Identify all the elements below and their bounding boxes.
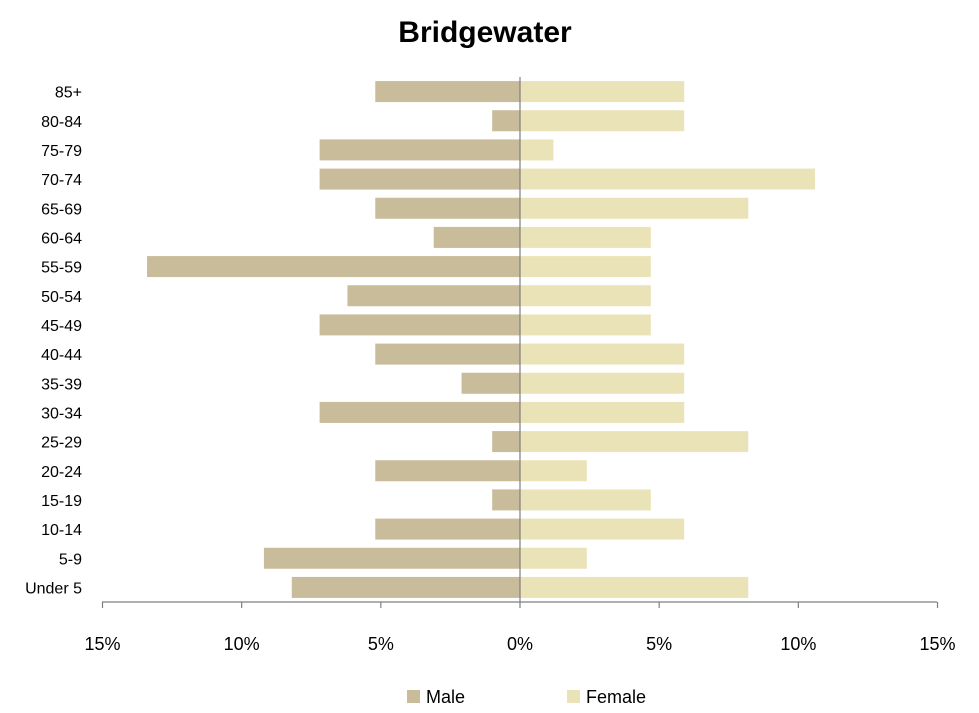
bar-female-5-9	[520, 547, 587, 569]
bar-female-20-24	[520, 460, 587, 482]
x-tick-label: 0%	[507, 634, 533, 654]
bar-male-5-9	[263, 547, 520, 569]
legend: Male Female	[407, 687, 646, 707]
category-label: 60-64	[41, 230, 82, 247]
bar-female-65-69	[520, 197, 749, 219]
bar-male-55-59	[147, 256, 521, 278]
category-label: 55-59	[41, 260, 82, 277]
bar-female-10-14	[520, 518, 685, 540]
legend-label-male: Male	[426, 687, 465, 707]
chart-title: Bridgewater	[398, 16, 572, 49]
category-label: Under 5	[25, 580, 82, 597]
bar-male-65-69	[375, 197, 520, 219]
bar-male-40-44	[375, 343, 520, 365]
bar-male-10-14	[375, 518, 520, 540]
legend-swatch-male	[407, 690, 420, 703]
category-label: 65-69	[41, 201, 82, 218]
category-label: 30-34	[41, 405, 82, 422]
category-label: 5-9	[59, 551, 82, 568]
bar-female-15-19	[520, 489, 651, 511]
category-label: 85+	[55, 85, 82, 102]
x-axis: 15% 10% 5% 0% 5% 10% 15%	[84, 77, 956, 654]
bar-male-Under-5	[291, 576, 520, 598]
category-label: 35-39	[41, 376, 82, 393]
bar-female-30-34	[520, 401, 685, 423]
category-label: 25-29	[41, 435, 82, 452]
x-tick-label: 5%	[368, 634, 394, 654]
bar-female-50-54	[520, 285, 651, 307]
bar-male-20-24	[375, 460, 520, 482]
category-label: 20-24	[41, 464, 82, 481]
bar-female-75-79	[520, 139, 554, 161]
category-label: 10-14	[41, 522, 82, 539]
bar-male-85plus	[375, 81, 520, 103]
x-tick-label: 15%	[84, 634, 120, 654]
bar-male-80-84	[492, 110, 520, 132]
legend-swatch-female	[567, 690, 580, 703]
bar-female-25-29	[520, 431, 749, 453]
category-label: 15-19	[41, 493, 82, 510]
bar-male-15-19	[492, 489, 520, 511]
category-label: 50-54	[41, 289, 82, 306]
x-tick-label: 5%	[646, 634, 672, 654]
category-label: 45-49	[41, 318, 82, 335]
bar-female-70-74	[520, 168, 816, 190]
bar-male-25-29	[492, 431, 520, 453]
bar-female-55-59	[520, 256, 651, 278]
bar-female-80-84	[520, 110, 685, 132]
x-tick-label: 10%	[224, 634, 260, 654]
bar-male-75-79	[319, 139, 520, 161]
x-tick-label: 10%	[780, 634, 816, 654]
legend-label-female: Female	[586, 687, 646, 707]
category-labels: Under 5 5-9 10-14 15-19 20-24 25-29 30-34 35-39…	[25, 85, 82, 598]
bar-female-45-49	[520, 314, 651, 336]
bar-male-30-34	[319, 401, 520, 423]
bars-group	[147, 81, 816, 598]
bar-female-85plus	[520, 81, 685, 103]
bar-male-45-49	[319, 314, 520, 336]
bar-male-70-74	[319, 168, 520, 190]
category-label: 40-44	[41, 347, 82, 364]
category-label: 75-79	[41, 143, 82, 160]
bar-male-35-39	[461, 372, 520, 394]
category-label: 80-84	[41, 114, 82, 131]
bar-female-35-39	[520, 372, 685, 394]
bar-female-60-64	[520, 226, 651, 248]
x-tick-label: 15%	[919, 634, 955, 654]
bar-female-Under-5	[520, 576, 749, 598]
bar-male-50-54	[347, 285, 520, 307]
bar-female-40-44	[520, 343, 685, 365]
category-label: 70-74	[41, 172, 82, 189]
bar-male-60-64	[433, 226, 520, 248]
